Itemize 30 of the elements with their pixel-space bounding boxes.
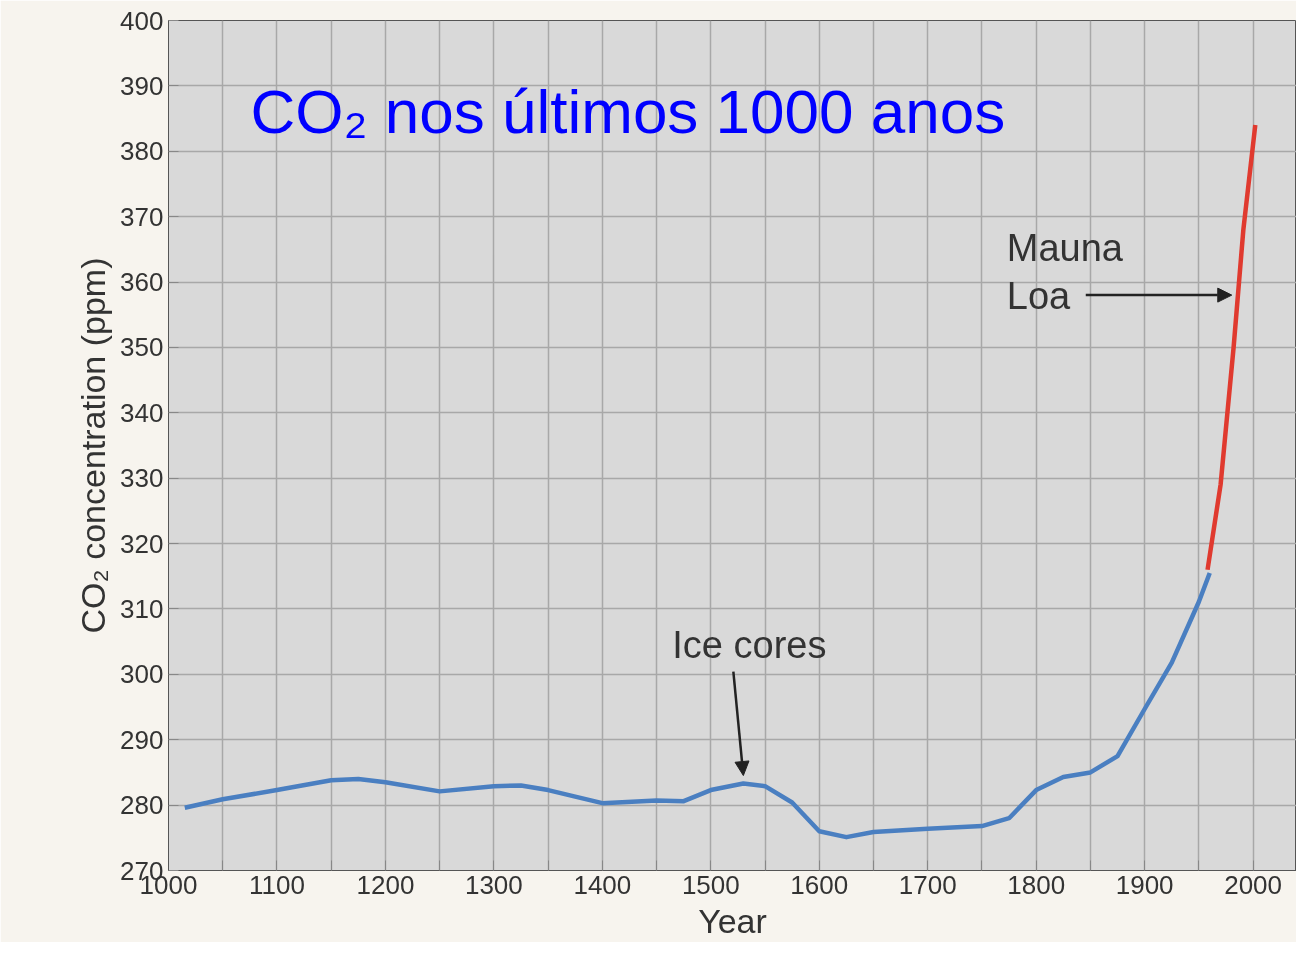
annotation: Mauna Loa: [1006, 226, 1124, 318]
text: CO₂ nos últimos 1000 anos: [250, 76, 1006, 146]
y-tick-label: 390: [120, 70, 164, 101]
y-tick-label: 380: [120, 136, 164, 167]
x-tick-label: 1100: [249, 869, 305, 900]
line-series: [1205, 122, 1258, 572]
y-tick-label: 290: [120, 724, 164, 755]
x-tick-label: 1500: [681, 869, 740, 900]
x-axis-title: Year: [698, 901, 767, 940]
x-tick-label: 1700: [898, 869, 957, 900]
y-tick-label: 300: [120, 659, 164, 690]
x-tick-label: 1600: [790, 869, 849, 900]
annotation: Ice cores: [672, 623, 827, 666]
y-tick-label: 360: [120, 267, 164, 298]
x-tick-label: 1800: [1007, 869, 1066, 900]
y-tick-label: 320: [120, 528, 164, 559]
y-tick-label: 280: [120, 790, 164, 821]
x-tick-label: 2000: [1224, 869, 1283, 900]
x-tick-label: 1900: [1115, 869, 1174, 900]
y-tick-label: 370: [120, 201, 164, 232]
x-tick-label: 1300: [464, 869, 523, 900]
x-tick-label: 1200: [356, 869, 415, 900]
x-tick-label: 1400: [573, 869, 632, 900]
y-tick-label: 400: [120, 5, 164, 36]
y-axis-title: CO₂ concentration (ppm): [74, 257, 113, 634]
y-tick-label: 330: [120, 463, 164, 494]
y-tick-label: 350: [120, 332, 164, 363]
line-series: [182, 570, 1212, 840]
y-tick-label: 310: [120, 593, 164, 624]
y-tick-label: 340: [120, 397, 164, 428]
